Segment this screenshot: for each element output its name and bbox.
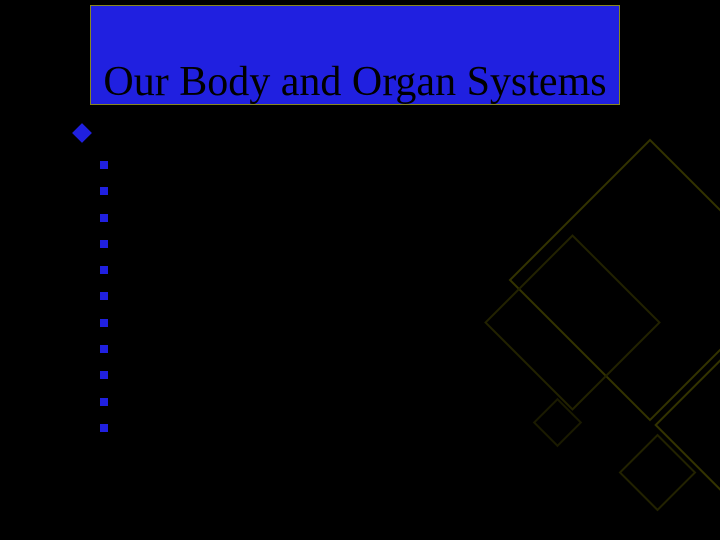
footer-date: March 11, 2009	[5, 490, 62, 523]
list-item-label: Digestive system	[120, 365, 254, 385]
list-item: Nervous system	[100, 234, 300, 254]
list-item-label: Skeletal system	[120, 181, 243, 201]
list-item: Muscular system	[100, 208, 300, 228]
title-box: Our Body and Organ Systems	[90, 5, 620, 105]
square-bullet-icon	[100, 345, 108, 353]
diamond-bullet-icon	[72, 123, 92, 143]
footer-copy-line1: Copyright. Science Teaching Solutions.	[207, 490, 432, 505]
footer-date-line1: March 11,	[5, 490, 62, 505]
list-item: Reproductive system	[100, 418, 300, 438]
footer-copy-line2: All Rights Reserved.	[261, 506, 379, 521]
list-item: Lymphatic system	[100, 313, 300, 333]
square-bullet-icon	[100, 398, 108, 406]
subtitle-text: 11 Organ systems	[99, 117, 322, 148]
square-bullet-icon	[100, 187, 108, 195]
list-item-label: Endocrine system	[120, 260, 262, 280]
list-item-label: Integumentary system	[120, 155, 294, 175]
square-bullet-icon	[100, 292, 108, 300]
square-bullet-icon	[100, 266, 108, 274]
list-item: Integumentary system	[100, 155, 300, 175]
list-item: Urinary system	[100, 392, 300, 412]
organ-systems-list: Integumentary system Skeletal system Mus…	[100, 155, 300, 444]
subtitle-row: 11 Organ systems	[75, 117, 322, 148]
square-bullet-icon	[100, 371, 108, 379]
list-item-label: Urinary system	[120, 392, 239, 412]
list-item: Digestive system	[100, 365, 300, 385]
slide-title: Our Body and Organ Systems	[103, 60, 606, 104]
square-bullet-icon	[100, 424, 108, 432]
square-bullet-icon	[100, 214, 108, 222]
footer-date-line2: 2009	[5, 506, 34, 521]
list-item-label: Muscular system	[120, 208, 253, 228]
list-item: Cardiovascular system	[100, 286, 300, 306]
square-bullet-icon	[100, 319, 108, 327]
list-item-label: Cardiovascular system	[120, 286, 300, 306]
list-item-label: Lymphatic system	[120, 313, 263, 333]
square-bullet-icon	[100, 240, 108, 248]
square-bullet-icon	[100, 161, 108, 169]
list-item: Skeletal system	[100, 181, 300, 201]
list-item-label: Reproductive system	[120, 418, 286, 438]
list-item-label: Nervous system	[120, 234, 247, 254]
list-item: Respiratory system	[100, 339, 300, 359]
list-item-label: Respiratory system	[120, 339, 272, 359]
list-item: Endocrine system	[100, 260, 300, 280]
footer-copyright: Copyright. Science Teaching Solutions. A…	[170, 490, 470, 523]
